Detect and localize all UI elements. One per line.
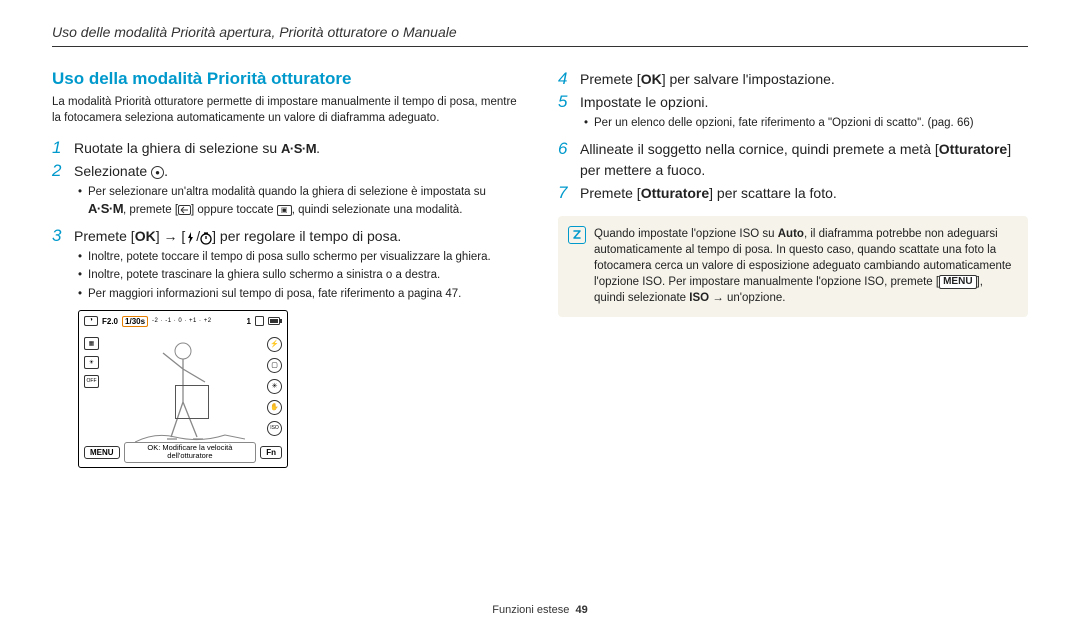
ok-icon: OK bbox=[641, 71, 662, 87]
aperture-label: F2.0 bbox=[102, 317, 118, 326]
fn-button[interactable]: Fn bbox=[260, 446, 282, 459]
flash-mode-icon: ⚡ bbox=[267, 337, 282, 352]
menu-icon: MENU bbox=[939, 275, 976, 289]
info-icon bbox=[568, 226, 586, 244]
step-6: 6 Allineate il soggetto nella cornice, q… bbox=[558, 139, 1028, 181]
touch-mode-icon: ▣ bbox=[277, 205, 292, 216]
step-2: 2 Selezionate ●. bbox=[52, 161, 522, 182]
page-footer: Funzioni estese 49 bbox=[0, 604, 1080, 616]
ok-icon: OK bbox=[135, 228, 156, 244]
metering-icon: ☀ bbox=[84, 356, 99, 369]
drive-off-icon: OFF bbox=[84, 375, 99, 388]
back-icon bbox=[178, 205, 191, 215]
step-text: Premete [OK] per salvare l'impostazione. bbox=[580, 69, 1028, 90]
section-intro: La modalità Priorità otturatore permette… bbox=[52, 95, 522, 126]
focus-mode-icon: ▢ bbox=[267, 358, 282, 373]
step-number: 2 bbox=[52, 161, 74, 181]
step-number: 1 bbox=[52, 138, 74, 158]
drive-mode-icon: ▦ bbox=[84, 337, 99, 350]
page-header: Uso delle modalità Priorità apertura, Pr… bbox=[52, 24, 1028, 47]
note-text: Quando impostate l'opzione ISO su Auto, … bbox=[594, 226, 1016, 306]
step-text: Premete [Otturatore] per scattare la fot… bbox=[580, 183, 1028, 204]
mode-icon: ● bbox=[151, 166, 164, 179]
step-text: Ruotate la ghiera di selezione su A·S·M. bbox=[74, 138, 522, 159]
step-3-bullet: Inoltre, potete trascinare la ghiera sul… bbox=[78, 267, 522, 283]
info-note: Quando impostate l'opzione ISO su Auto, … bbox=[558, 216, 1028, 316]
step-3-bullet: Per maggiori informazioni sul tempo di p… bbox=[78, 286, 522, 302]
exposure-scale: -2 · -1 · 0 · +1 · +2 bbox=[152, 318, 212, 324]
step-text: Selezionate ●. bbox=[74, 161, 522, 182]
flash-icon bbox=[185, 231, 196, 245]
step-text: Allineate il soggetto nella cornice, qui… bbox=[580, 139, 1028, 181]
section-title: Uso della modalità Priorità otturatore bbox=[52, 69, 522, 89]
step-3: 3 Premete [OK] → [/] per regolare il tem… bbox=[52, 226, 522, 247]
step-text: Impostate le opzioni. bbox=[580, 92, 1028, 113]
camera-preview: ◑ F2.0 1/30s -2 · -1 · 0 · +1 · +2 1 ▦ ☀… bbox=[78, 310, 288, 468]
step-number: 5 bbox=[558, 92, 580, 112]
mode-indicator-icon: ◑ bbox=[84, 316, 98, 326]
shots-remaining: 1 bbox=[247, 317, 251, 326]
battery-icon bbox=[268, 317, 282, 325]
menu-button[interactable]: MENU bbox=[84, 446, 120, 459]
step-1: 1 Ruotate la ghiera di selezione su A·S·… bbox=[52, 138, 522, 159]
ok-hint-label: OK: Modificare la velocità dell'otturato… bbox=[124, 442, 257, 463]
asm-icon: A·S·M bbox=[281, 141, 316, 156]
step-text: Premete [OK] → [/] per regolare il tempo… bbox=[74, 226, 522, 247]
step-2-bullet: Per selezionare un'altra modalità quando… bbox=[78, 184, 522, 218]
shutter-speed-selected: 1/30s bbox=[122, 316, 148, 327]
step-number: 4 bbox=[558, 69, 580, 89]
timer-mode-icon: ✳ bbox=[267, 379, 282, 394]
timer-icon bbox=[200, 231, 212, 245]
step-number: 6 bbox=[558, 139, 580, 159]
asm-icon: A·S·M bbox=[88, 201, 123, 216]
sd-card-icon bbox=[255, 316, 264, 326]
stabilizer-icon: ✋ bbox=[267, 400, 282, 415]
step-5: 5 Impostate le opzioni. bbox=[558, 92, 1028, 113]
step-3-bullet: Inoltre, potete toccare il tempo di posa… bbox=[78, 249, 522, 265]
step-5-bullet: Per un elenco delle opzioni, fate riferi… bbox=[584, 115, 1028, 131]
step-4: 4 Premete [OK] per salvare l'impostazion… bbox=[558, 69, 1028, 90]
left-column: Uso della modalità Priorità otturatore L… bbox=[52, 69, 522, 468]
focus-rectangle bbox=[175, 385, 209, 419]
step-number: 3 bbox=[52, 226, 74, 246]
step-7: 7 Premete [Otturatore] per scattare la f… bbox=[558, 183, 1028, 204]
iso-icon: ISO bbox=[267, 421, 282, 436]
step-number: 7 bbox=[558, 183, 580, 203]
right-column: 4 Premete [OK] per salvare l'impostazion… bbox=[558, 69, 1028, 468]
